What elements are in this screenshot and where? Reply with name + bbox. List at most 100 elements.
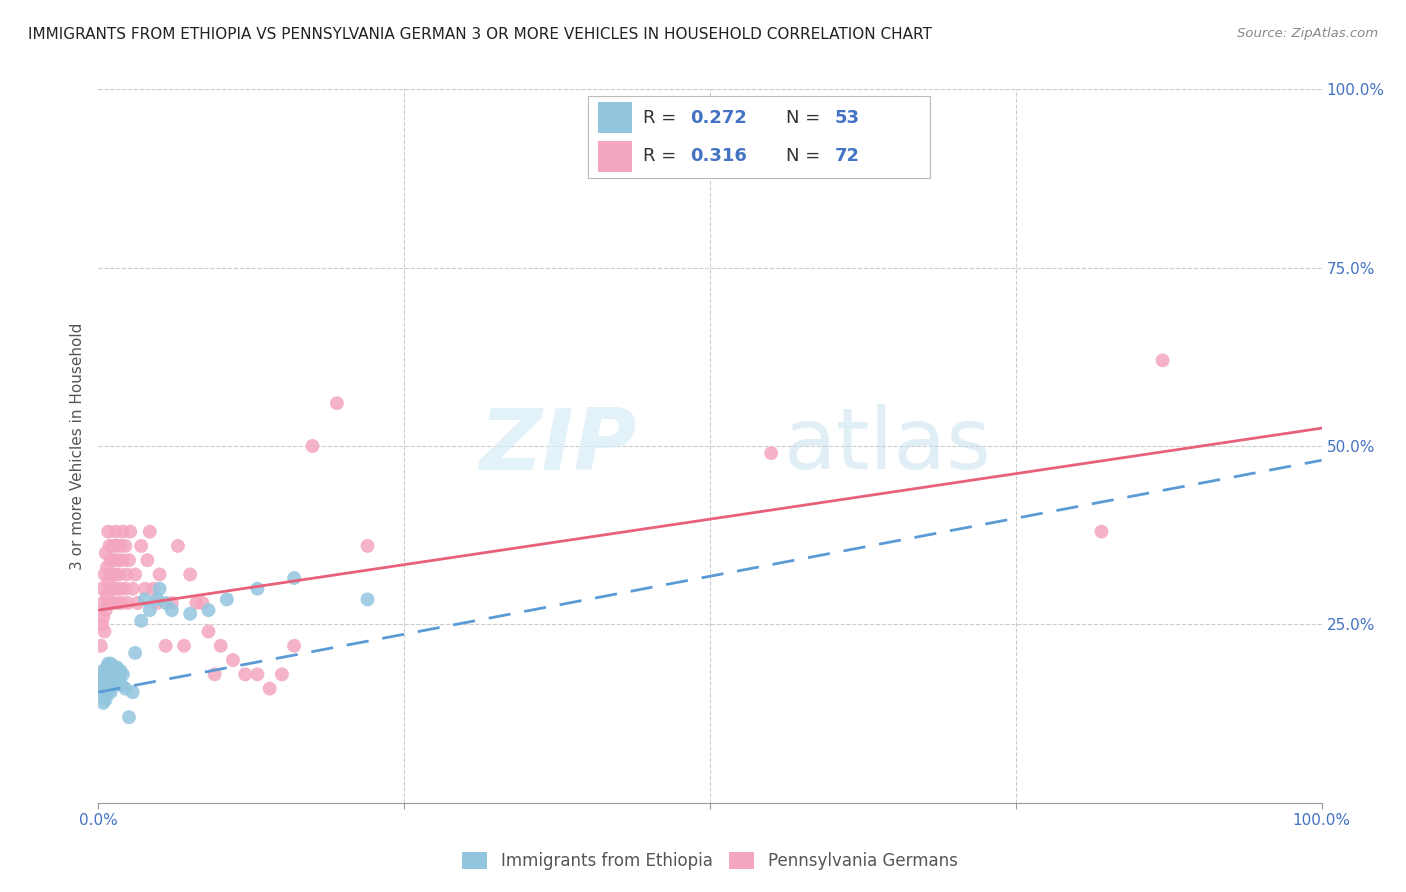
Point (146, 596, 169, 610)
Point (100, 582, 122, 596)
Point (129, 539, 152, 553)
Point (215, 592, 238, 607)
Point (96, 589, 118, 603)
Y-axis label: 3 or more Vehicles in Household: 3 or more Vehicles in Household (70, 322, 86, 570)
Point (111, 596, 134, 610)
Point (107, 664, 129, 678)
Point (111, 678, 134, 692)
Point (1152, 353, 1174, 368)
Point (91, 610, 114, 624)
Point (283, 639, 305, 653)
Point (117, 596, 139, 610)
Point (121, 582, 143, 596)
Point (134, 592, 156, 607)
Point (107, 553, 129, 567)
Point (100, 553, 122, 567)
Text: Source: ZipAtlas.com: Source: ZipAtlas.com (1237, 27, 1378, 40)
Point (101, 678, 124, 692)
Point (103, 553, 125, 567)
Point (96, 660, 118, 674)
Point (91, 617, 114, 632)
Point (356, 539, 378, 553)
Point (101, 567, 124, 582)
Point (94, 678, 117, 692)
Point (160, 596, 183, 610)
Point (97, 524, 120, 539)
Point (233, 667, 256, 681)
Point (167, 539, 190, 553)
Point (98, 539, 121, 553)
Point (111, 667, 134, 681)
Point (105, 539, 128, 553)
Point (186, 596, 208, 610)
Point (326, 396, 349, 410)
Point (160, 603, 183, 617)
Point (142, 582, 165, 596)
Point (91, 582, 114, 596)
Point (93, 674, 115, 689)
Point (356, 592, 378, 607)
Point (94, 664, 117, 678)
Point (97, 681, 120, 696)
Point (124, 567, 146, 582)
Point (110, 539, 132, 553)
Point (101, 674, 124, 689)
Point (110, 664, 132, 678)
Point (301, 439, 323, 453)
Point (94, 546, 117, 560)
Point (100, 685, 122, 699)
Point (129, 614, 152, 628)
Point (90, 639, 112, 653)
Point (105, 674, 128, 689)
Point (100, 671, 122, 685)
Point (155, 639, 177, 653)
Point (93, 567, 115, 582)
Point (91, 671, 114, 685)
Point (107, 596, 129, 610)
Point (179, 607, 201, 621)
Point (270, 667, 294, 681)
Point (98, 596, 121, 610)
Point (114, 539, 136, 553)
Point (118, 553, 141, 567)
Point (121, 685, 143, 699)
Point (283, 571, 305, 585)
Point (94, 692, 117, 706)
Text: ZIP: ZIP (479, 404, 637, 488)
Point (204, 667, 226, 681)
Point (197, 624, 219, 639)
Point (101, 664, 124, 678)
Point (139, 603, 162, 617)
Point (110, 582, 132, 596)
Point (97, 657, 120, 671)
Point (105, 660, 128, 674)
Point (259, 681, 281, 696)
Point (103, 664, 125, 678)
Point (105, 582, 128, 596)
Point (93, 681, 115, 696)
Point (104, 671, 127, 685)
Point (155, 596, 177, 610)
Point (93, 667, 115, 681)
Point (118, 710, 141, 724)
Point (111, 524, 134, 539)
Point (93, 624, 115, 639)
Point (91, 664, 114, 678)
Point (124, 646, 146, 660)
Point (127, 596, 149, 610)
Point (103, 582, 125, 596)
Point (90, 685, 112, 699)
Point (191, 596, 214, 610)
Point (108, 567, 131, 582)
Point (98, 664, 121, 678)
Point (173, 639, 195, 653)
Point (96, 560, 118, 574)
Text: IMMIGRANTS FROM ETHIOPIA VS PENNSYLVANIA GERMAN 3 OR MORE VEHICLES IN HOUSEHOLD : IMMIGRANTS FROM ETHIOPIA VS PENNSYLVANIA… (28, 27, 932, 42)
Point (96, 671, 118, 685)
Point (197, 603, 219, 617)
Point (246, 667, 269, 681)
Point (134, 582, 156, 596)
Point (114, 681, 136, 696)
Point (114, 582, 136, 596)
Point (149, 582, 172, 596)
